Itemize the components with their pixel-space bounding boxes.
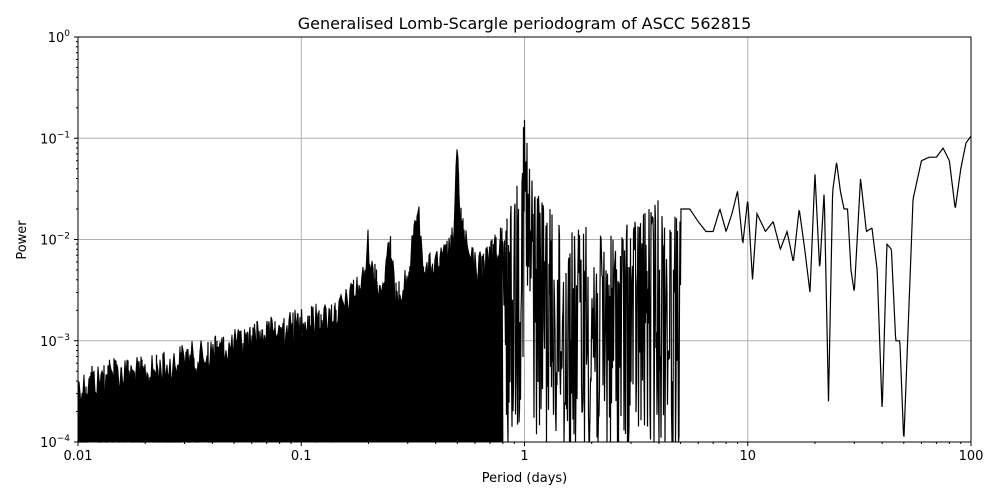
y-tick-label: 10−1 (40, 130, 70, 147)
y-tick-label: 10−4 (40, 434, 70, 451)
y-tick-label: 10−3 (40, 333, 70, 350)
y-tick-label: 100 (48, 29, 71, 46)
x-tick-label: 10 (739, 449, 756, 464)
y-axis-label: Power (15, 220, 30, 260)
x-tick-label: 100 (959, 449, 984, 464)
x-tick-label: 0.01 (64, 449, 93, 464)
y-axis-ticks: 10−4 10−3 10−2 10−1 100 (40, 29, 78, 451)
x-tick-label: 1 (520, 449, 528, 464)
x-axis-label: Period (days) (482, 471, 568, 486)
x-axis-ticks: 0.01 0.1 1 10 100 (64, 442, 984, 464)
x-tick-label: 0.1 (291, 449, 312, 464)
data-series (77, 119, 972, 443)
chart-title: Generalised Lomb-Scargle periodogram of … (298, 14, 752, 33)
y-tick-label: 10−2 (40, 232, 70, 249)
